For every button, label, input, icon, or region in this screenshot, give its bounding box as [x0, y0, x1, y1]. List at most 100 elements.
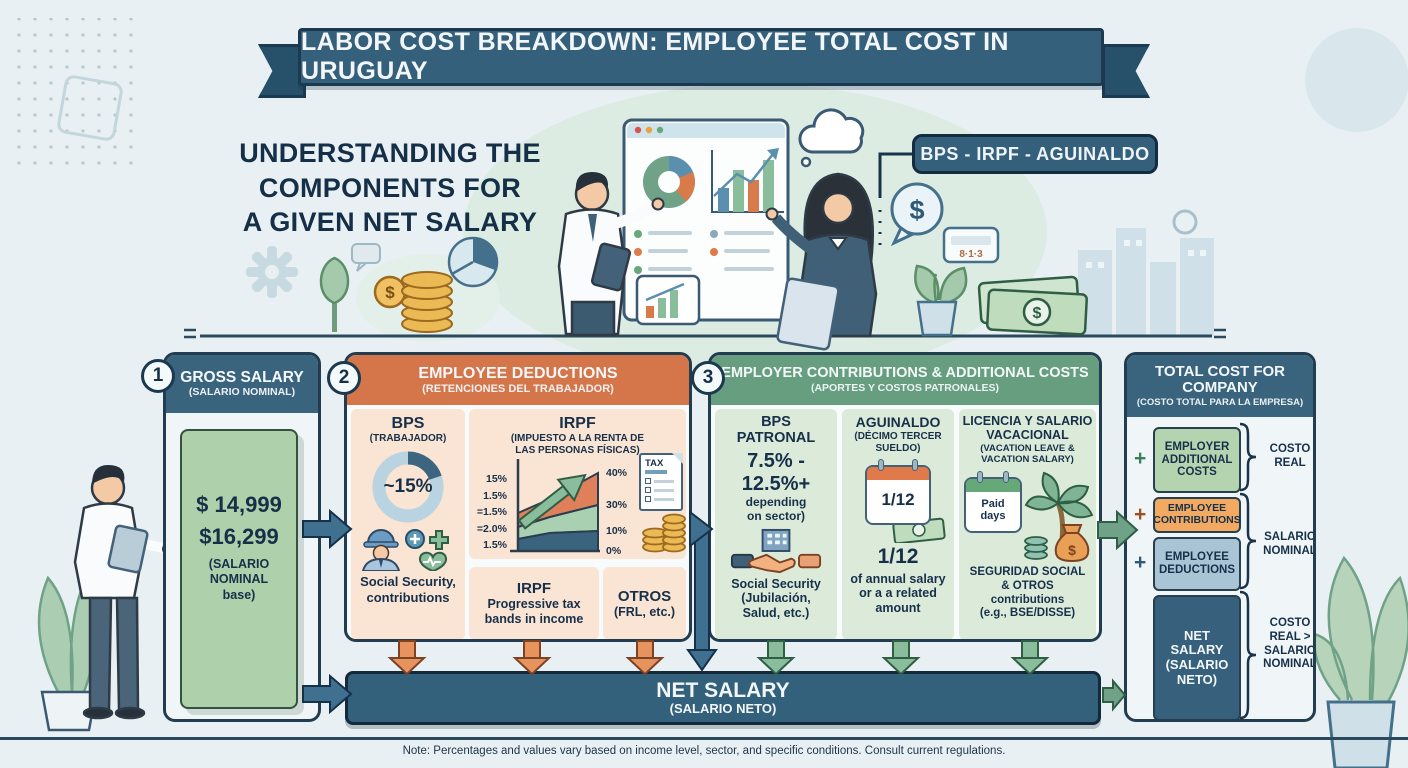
irpf-band-chart — [510, 459, 600, 553]
page-title: LABOR COST BREAKDOWN: EMPLOYEE TOTAL COS… — [301, 28, 1009, 85]
window-dot-green — [656, 126, 664, 134]
irpf-footer-panel: IRPF Progressive tax bands in income — [469, 567, 599, 639]
net-salary-bar: NET SALARY (SALARIO NETO) — [345, 671, 1101, 725]
worker-icon — [361, 529, 401, 572]
donut-ring-icon — [372, 451, 444, 523]
bill-dollar-glyph: $ — [1033, 305, 1042, 322]
pie-chart-icon — [447, 236, 499, 288]
licencia-calendar-icon: Paid days — [964, 471, 1022, 534]
employee-deductions-subtitle: (RETENCIONES DEL TRABAJADOR) — [422, 383, 614, 396]
board-bar-chart — [711, 148, 784, 213]
window-dot-orange — [645, 126, 653, 134]
licencia-title: LICENCIA Y SALARIO VACACIONAL — [962, 414, 1093, 442]
plus-sign-orange: + — [1134, 503, 1147, 526]
bps-patronal-panel: BPS PATRONAL 7.5% - 12.5%+ depending on … — [715, 409, 837, 639]
bubble-dollar-glyph: $ — [909, 195, 924, 225]
intro-heading: UNDERSTANDING THE COMPONENTS FOR A GIVEN… — [239, 138, 541, 238]
bps-patronal-rate: 7.5% - 12.5%+ — [741, 450, 811, 495]
employee-deductions-title: EMPLOYEE DEDUCTIONS — [418, 364, 618, 382]
money-bag-icon: $ — [1054, 524, 1090, 563]
heart-pulse-icon — [418, 551, 448, 572]
handshake-icon — [730, 553, 822, 573]
gross-salary-column: GROSS SALARY (SALARIO NOMINAL) $ 14,999 … — [163, 352, 321, 722]
irpf-left-label: =1.5% — [476, 506, 507, 518]
title-banner: LABOR COST BREAKDOWN: EMPLOYEE TOTAL COS… — [298, 28, 1104, 86]
licencia-calendar-value: Paid days — [980, 498, 1006, 523]
gross-salary-header: GROSS SALARY (SALARIO NOMINAL) — [166, 355, 318, 413]
thought-cloud-tail — [800, 156, 812, 168]
window-dot-red — [634, 126, 642, 134]
brace-label-costo-real: COSTO REAL — [1269, 443, 1311, 469]
presenter-woman-illustration — [765, 172, 878, 351]
growth-arrow-icon — [517, 473, 587, 530]
employer-contributions-subtitle: (APORTES Y COSTOS PATRONALES) — [810, 381, 1000, 394]
gross-salary-amounts: $ 14,999 $16,299 — [196, 492, 282, 549]
badge-connector-line — [878, 152, 912, 198]
board-text-lines — [634, 230, 774, 274]
topics-badge: BPS - IRPF - AGUINALDO — [912, 134, 1158, 174]
building-icon — [761, 528, 791, 552]
bps-title: BPS — [391, 415, 425, 432]
plus-sign-blue: + — [1134, 551, 1147, 574]
board-mini-chart-card — [635, 274, 701, 326]
total-cost-column: TOTAL COST FOR COMPANY (COSTO TOTAL PARA… — [1124, 352, 1316, 722]
presenter-man-illustration — [557, 172, 665, 337]
employer-contributions-column: EMPLOYER CONTRIBUTIONS & ADDITIONAL COST… — [708, 352, 1102, 642]
stack-employee-contributions: EMPLOYEE CONTRIBUTIONS — [1153, 497, 1241, 533]
calculator-icon: 8·1·3 — [942, 226, 1000, 264]
cross-icon — [429, 530, 449, 551]
total-cost-header: TOTAL COST FOR COMPANY (COSTO TOTAL PARA… — [1127, 355, 1313, 417]
irpf-left-label: 15% — [485, 473, 507, 485]
stack-net-salary: NET SALARY (SALARIO NETO) — [1153, 595, 1241, 719]
plus-circle-icon — [405, 529, 425, 550]
bps-patronal-caption: Social Security (Jubilación, Salud, etc.… — [731, 576, 821, 621]
bps-caption: Social Security, contributions — [360, 574, 456, 605]
plus-sign-green: + — [1134, 447, 1147, 470]
aguinaldo-subtitle: (DÉCIMO TERCER SUELDO) — [854, 431, 942, 454]
gross-salary-title: GROSS SALARY — [180, 369, 304, 387]
total-cost-title: TOTAL COST FOR COMPANY — [1155, 362, 1285, 397]
square-ornament — [57, 75, 123, 141]
footer-note: Note: Percentages and values vary based … — [402, 745, 1006, 757]
otros-caption: (FRL, etc.) — [613, 604, 676, 619]
palm-tree-money-icon: $ — [1024, 472, 1094, 563]
irpf-right-label: 0% — [606, 545, 622, 557]
licencia-panel: LICENCIA Y SALARIO VACACIONAL (VACATION … — [959, 409, 1096, 639]
licencia-subtitle: (VACATION LEAVE & VACATION SALARY) — [980, 443, 1075, 466]
ribbon-tail-right — [1102, 44, 1150, 98]
net-salary-subtitle: (SALARIO NETO) — [669, 701, 777, 717]
irpf-left-label: =2.0% — [476, 522, 507, 535]
aguinaldo-panel: AGUINALDO (DÉCIMO TERCER SUELDO) 1/12 1/… — [842, 409, 954, 639]
bps-subtitle: (TRABAJADOR) — [369, 433, 447, 445]
irpf-title: IRPF — [559, 415, 596, 432]
dollar-speech-bubble-icon: $ — [890, 182, 944, 247]
standing-person-illustration — [73, 465, 174, 720]
tax-doc-label: TAX — [645, 458, 664, 469]
stack-employer-additional-costs: EMPLOYER ADDITIONAL COSTS — [1153, 427, 1241, 493]
irpf-subtitle: (IMPUESTO A LA RENTA DE LAS PERSONAS FÍS… — [510, 433, 645, 457]
irpf-left-label: 1.5% — [483, 539, 507, 551]
thought-cloud-icon — [798, 108, 865, 154]
presentation-board-illustration — [622, 118, 790, 326]
bps-patronal-rate-note: depending on sector) — [745, 495, 807, 523]
money-bills-icon: $ — [977, 275, 1088, 336]
ring-ornament — [1172, 209, 1198, 235]
brace-label-salario-nominal: SALARIO NOMINAL — [1263, 531, 1316, 557]
board-donut-chart — [643, 156, 695, 208]
employee-deductions-column: EMPLOYEE DEDUCTIONS (RETENCIONES DEL TRA… — [344, 352, 692, 642]
irpf-footer-title: IRPF — [516, 580, 552, 598]
plant-right-illustration — [1312, 555, 1408, 768]
calculator-display: 8·1·3 — [959, 249, 983, 260]
employee-deductions-header: EMPLOYEE DEDUCTIONS (RETENCIONES DEL TRA… — [347, 355, 689, 405]
licencia-graphics: Paid days $ — [959, 467, 1096, 563]
irpf-right-label: 10% — [606, 525, 628, 537]
gross-salary-subtitle: (SALARIO NOMINAL) — [188, 386, 296, 399]
tree-icon — [319, 256, 350, 332]
step-number-1: 1 — [141, 359, 175, 393]
teal-coins-icon — [1024, 536, 1048, 561]
aguinaldo-calendar-icon: 1/12 — [865, 458, 931, 525]
irpf-band-labels-left: 15% 1.5% =1.5% =2.0% 1.5% — [469, 471, 507, 554]
footer-divider — [0, 737, 1408, 740]
building-handshake-icons — [730, 528, 822, 573]
